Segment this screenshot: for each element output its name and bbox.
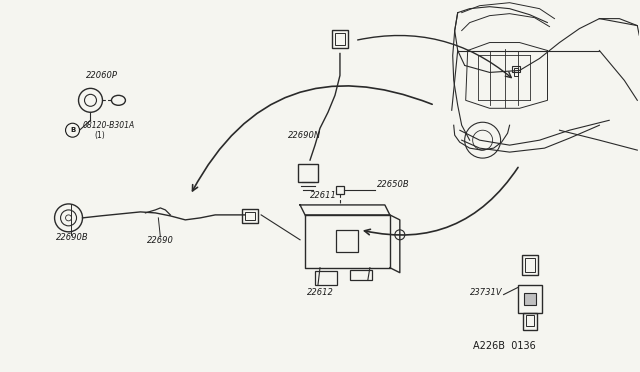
Bar bbox=[525, 258, 534, 272]
Text: 22650B: 22650B bbox=[377, 180, 410, 189]
Bar bbox=[242, 209, 258, 223]
Text: 22690: 22690 bbox=[147, 236, 174, 245]
Bar bbox=[245, 212, 255, 220]
Bar bbox=[315, 271, 337, 285]
Bar bbox=[335, 33, 345, 45]
Bar bbox=[298, 164, 318, 182]
Bar bbox=[522, 255, 538, 275]
Text: 22612: 22612 bbox=[307, 288, 333, 296]
Bar bbox=[350, 270, 372, 280]
Text: 08120-B301A: 08120-B301A bbox=[83, 121, 135, 130]
Bar bbox=[518, 285, 541, 312]
Text: B: B bbox=[70, 127, 75, 133]
Bar bbox=[525, 314, 534, 327]
Text: 22611: 22611 bbox=[310, 191, 337, 200]
Bar bbox=[524, 293, 536, 305]
Bar bbox=[337, 230, 358, 252]
Text: A226B  0136: A226B 0136 bbox=[473, 341, 536, 352]
Text: 23731V: 23731V bbox=[470, 288, 502, 296]
Bar bbox=[522, 312, 536, 330]
Bar bbox=[332, 30, 348, 48]
Bar bbox=[336, 186, 344, 194]
Text: (1): (1) bbox=[95, 131, 105, 140]
Bar bbox=[511, 67, 520, 73]
Bar bbox=[513, 68, 518, 76]
Text: 22690N: 22690N bbox=[288, 131, 321, 140]
Text: 22060P: 22060P bbox=[86, 71, 117, 80]
Text: 22690B: 22690B bbox=[56, 233, 88, 242]
